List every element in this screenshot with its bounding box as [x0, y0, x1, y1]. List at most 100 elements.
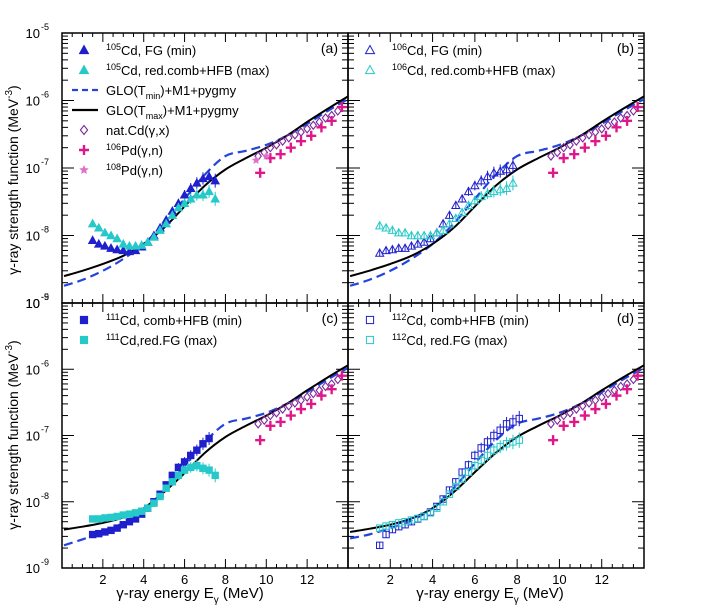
- y-tick-label: 10: [26, 161, 40, 176]
- data-point: [425, 230, 436, 240]
- y-axis-label-top-close: ): [5, 85, 21, 90]
- data-point: [278, 136, 287, 147]
- data-point: [204, 186, 214, 196]
- data-point: [387, 225, 398, 234]
- data-point: [137, 507, 146, 515]
- data-point: [285, 142, 296, 153]
- data-point: [254, 418, 263, 429]
- data-point: [266, 410, 275, 421]
- data-point: [393, 243, 404, 252]
- data-point: [553, 147, 562, 158]
- legend-text: Cd, red.FG (max): [406, 333, 507, 348]
- legend-marker: [78, 44, 90, 55]
- legend-label: GLO(Tmin)+M1+pygmy: [106, 83, 237, 101]
- y-tick-label-exp: -6: [41, 358, 49, 368]
- data-point: [578, 400, 587, 411]
- data-point: [496, 426, 504, 434]
- data-point: [162, 484, 170, 492]
- x-axis-label-left-unit: (MeV): [219, 585, 264, 602]
- data-point: [558, 153, 569, 164]
- data-point: [326, 115, 337, 126]
- data-point: [381, 245, 391, 255]
- data-point: [112, 244, 123, 254]
- data-point: [610, 117, 619, 127]
- data-point: [387, 244, 398, 254]
- data-point: [149, 231, 159, 241]
- data-point: [566, 140, 574, 150]
- y-axis-label-top-sup: -3: [4, 90, 15, 99]
- x-tick-label: 10: [552, 572, 566, 587]
- x-axis-label-left-text: γ-ray energy E: [116, 585, 214, 602]
- data-point: [309, 388, 318, 399]
- data-point: [321, 381, 330, 392]
- data-point: [150, 499, 158, 507]
- data-point: [400, 227, 410, 237]
- data-point: [168, 478, 177, 486]
- data-point: [306, 398, 317, 409]
- data-point: [321, 113, 330, 123]
- data-point: [284, 132, 293, 143]
- legend-sup: 106: [392, 42, 407, 52]
- data-point: [578, 132, 587, 143]
- data-point: [463, 186, 474, 196]
- data-point: [173, 202, 184, 212]
- data-point: [118, 245, 129, 255]
- panel-2: (b)106Cd, FG (min)106Cd, red.comb+HFB (m…: [347, 32, 645, 304]
- data-point: [431, 227, 442, 237]
- data-point: [579, 142, 590, 153]
- legend-marker: [78, 64, 90, 75]
- legend-marker: [79, 315, 89, 325]
- legend-label: 106Cd, FG (min): [392, 42, 482, 58]
- data-point: [419, 230, 429, 240]
- data-point: [585, 398, 593, 408]
- data-point: [444, 218, 455, 228]
- data-point: [155, 225, 165, 234]
- legend-label: 105Cd, FG (min): [106, 42, 196, 58]
- legend-text: )+M1+pygmy: [163, 103, 239, 118]
- glo-tmax-curve: [63, 364, 348, 531]
- data-point: [632, 102, 643, 113]
- legend-sub: max: [146, 111, 164, 121]
- panel-4: 2 4 6 8 10 12(d)112Cd, comb+HFB (min)112Cd, r…: [347, 302, 645, 587]
- data-point: [179, 198, 190, 207]
- data-point: [412, 238, 423, 248]
- legend-label: 111Cd, comb+HFB (min): [106, 312, 242, 328]
- x-tick-label: 8: [514, 572, 521, 587]
- data-point: [180, 458, 189, 466]
- data-point: [316, 390, 327, 401]
- data-point: [326, 384, 337, 395]
- data-group: [63, 364, 348, 547]
- data-point: [205, 434, 213, 443]
- data-point: [297, 127, 305, 138]
- x-tick-label: 4: [140, 572, 147, 587]
- data-point: [590, 136, 601, 147]
- data-point: [450, 200, 461, 210]
- data-point: [382, 530, 390, 539]
- data-point: [95, 515, 103, 523]
- data-point: [590, 404, 601, 415]
- data-point: [471, 462, 479, 470]
- data-point: [124, 246, 135, 256]
- data-point: [611, 122, 622, 133]
- legend-sup: 112: [392, 312, 406, 322]
- legend-text: Cd, comb+HFB (min): [120, 313, 242, 328]
- legend-text: Cd, red.comb+HFB (max): [407, 63, 555, 78]
- data-point: [569, 416, 580, 427]
- x-tick-label: 6: [471, 572, 478, 587]
- data-group: [63, 95, 348, 287]
- data-point: [548, 435, 559, 446]
- legend-text: Cd, comb+HFB (min): [406, 313, 528, 328]
- data-point: [426, 509, 435, 517]
- data-point: [255, 167, 266, 178]
- data-point: [193, 446, 201, 454]
- data-point: [508, 177, 518, 187]
- data-point: [333, 106, 342, 116]
- data-point: [106, 243, 116, 252]
- data-point: [100, 240, 110, 250]
- legend-label: GLO(Tmax)+M1+pygmy: [106, 103, 239, 121]
- data-point: [167, 210, 178, 219]
- data-point: [558, 420, 569, 431]
- data-point: [559, 410, 568, 421]
- x-tick-label: 2: [99, 572, 106, 587]
